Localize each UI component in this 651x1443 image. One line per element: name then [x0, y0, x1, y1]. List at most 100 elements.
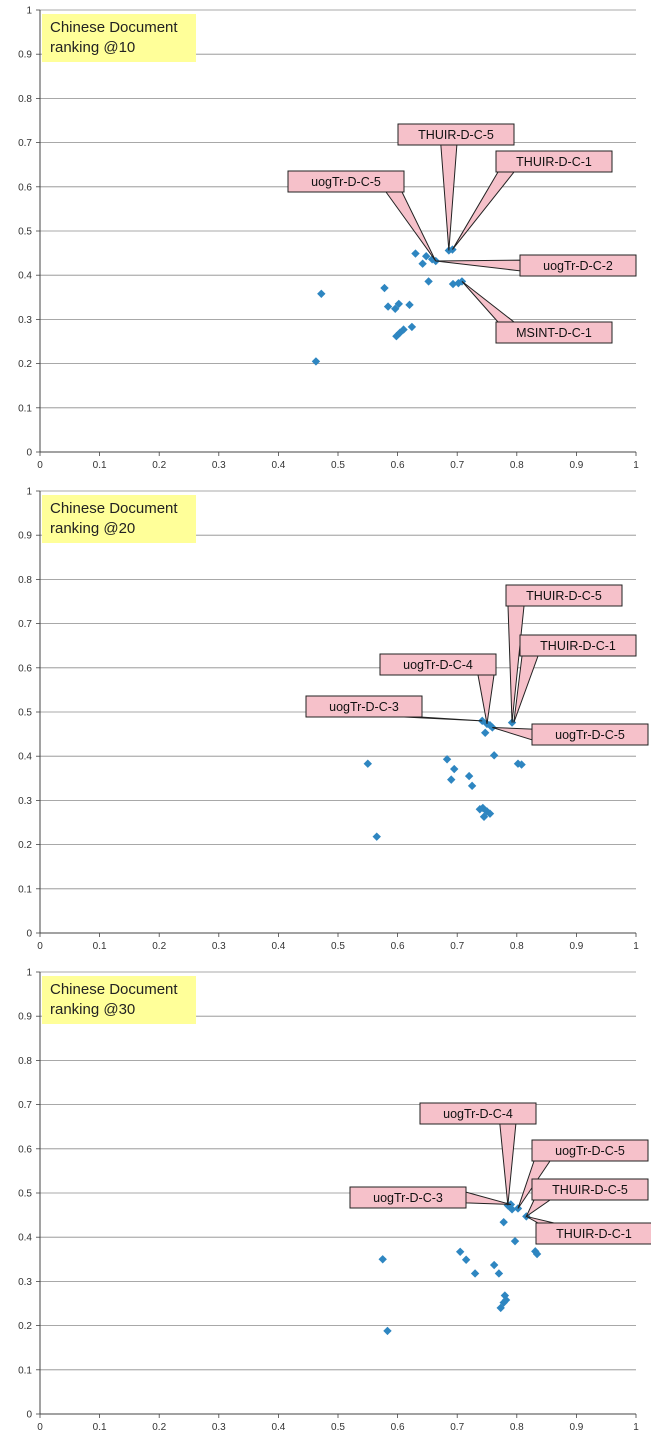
data-point: [481, 728, 490, 737]
callout-pointer: [452, 171, 516, 250]
x-tick-label: 0.4: [271, 1422, 285, 1433]
x-tick-label: 0.7: [450, 941, 464, 952]
y-tick-label: 0.6: [18, 663, 32, 674]
y-tick-label: 0.7: [18, 619, 32, 630]
data-point: [489, 1260, 499, 1270]
y-tick-label: 0.4: [18, 752, 32, 763]
y-tick-label: 0.2: [18, 359, 32, 370]
x-tick-label: 0.7: [450, 460, 464, 471]
y-tick-label: 0.1: [18, 403, 32, 414]
callout-pointer: [526, 1215, 555, 1224]
data-point: [464, 771, 474, 781]
callout-pointer: [403, 716, 483, 722]
callout-label: uogTr-D-C-5: [555, 1144, 625, 1158]
x-tick-label: 1: [633, 1422, 639, 1433]
callout-label: THUIR-D-C-1: [516, 155, 592, 169]
data-point: [467, 781, 477, 791]
callout-pointer: [385, 191, 437, 262]
x-tick-label: 0.1: [93, 941, 107, 952]
x-tick-label: 0.2: [152, 460, 166, 471]
callout-box: [495, 321, 613, 344]
callout-box: [505, 584, 623, 607]
callout-box: [519, 254, 637, 277]
chart-title: Chinese Document ranking @30: [42, 976, 196, 1024]
data-point: [448, 279, 458, 289]
data-point: [363, 759, 372, 768]
data-point: [517, 760, 526, 769]
data-point: [411, 249, 420, 258]
x-tick-label: 0.8: [510, 941, 524, 952]
y-tick-label: 0.2: [18, 840, 32, 851]
data-point: [383, 1326, 392, 1336]
callout-label: uogTr-D-C-5: [311, 175, 381, 189]
y-tick-label: 0: [26, 1410, 32, 1421]
callout-label: uogTr-D-C-4: [443, 1107, 513, 1121]
callout-label: uogTr-D-C-2: [543, 259, 613, 273]
scatter-plot: 0 0.1 0.2 0.3 0.4 0.5 0.6 0.7 0.8 0.9 1 0 0.1 0.2 0.3 0…: [18, 487, 649, 952]
callout-label: uogTr-D-C-3: [329, 700, 399, 714]
data-point: [461, 1255, 471, 1264]
data-point: [507, 1205, 517, 1214]
callout-pointer: [477, 674, 495, 725]
callout-box: [531, 1178, 649, 1201]
x-tick-label: 0.9: [569, 941, 583, 952]
y-tick-label: 0.5: [18, 227, 32, 238]
callout-label: uogTr-D-C-5: [555, 728, 625, 742]
callout-label: THUIR-D-C-5: [418, 128, 494, 142]
y-tick-label: 0.8: [18, 575, 32, 586]
y-tick-label: 0: [26, 448, 32, 459]
x-tick-label: 0.6: [391, 1422, 405, 1433]
callout-label: THUIR-D-C-5: [552, 1183, 628, 1197]
y-tick-label: 0.3: [18, 1277, 32, 1288]
callout-box: [495, 150, 613, 173]
y-tick-label: 0.9: [18, 531, 32, 542]
y-tick-label: 0.1: [18, 1365, 32, 1376]
data-point: [479, 812, 489, 821]
x-tick-label: 0.2: [152, 1422, 166, 1433]
data-point: [499, 1217, 508, 1227]
data-point: [317, 289, 326, 298]
x-tick-label: 0.4: [271, 460, 285, 471]
y-tick-label: 0.8: [18, 94, 32, 105]
chart-title: Chinese Document ranking @10: [42, 14, 196, 62]
x-tick-label: 0.3: [212, 941, 226, 952]
data-point: [455, 1247, 465, 1256]
data-point: [383, 302, 393, 311]
callout-box: [305, 695, 423, 718]
scatter-panel-ranking-30: 0 0.1 0.2 0.3 0.4 0.5 0.6 0.7 0.8 0.9 1 0 0.1 0.2 0.3 0…: [0, 962, 651, 1443]
data-point: [372, 832, 381, 841]
data-point: [447, 775, 456, 784]
data-point: [394, 299, 403, 309]
x-tick-label: 0.3: [212, 460, 226, 471]
data-point: [489, 751, 499, 760]
y-tick-label: 0.8: [18, 1056, 32, 1067]
callout-label: THUIR-D-C-1: [540, 639, 616, 653]
x-tick-label: 0.4: [271, 941, 285, 952]
scatter-panel-ranking-10: 0 0.1 0.2 0.3 0.4 0.5 0.6 0.7 0.8 0.9 1 0 0.1 0.2 0.3 0…: [0, 0, 651, 481]
x-tick-label: 0.5: [331, 1422, 345, 1433]
callout-pointer: [465, 1191, 511, 1205]
x-tick-label: 1: [633, 941, 639, 952]
y-tick-label: 0.3: [18, 315, 32, 326]
data-point: [513, 759, 523, 768]
y-tick-label: 0.6: [18, 1144, 32, 1155]
y-tick-label: 0.9: [18, 50, 32, 61]
x-tick-label: 0.8: [510, 1422, 524, 1433]
data-point: [380, 283, 389, 293]
x-tick-label: 0.6: [391, 941, 405, 952]
x-tick-label: 0: [37, 1422, 43, 1433]
callout-box: [287, 170, 405, 193]
scatter-plot: 0 0.1 0.2 0.3 0.4 0.5 0.6 0.7 0.8 0.9 1 0 0.1 0.2 0.3 0…: [18, 968, 651, 1433]
y-tick-label: 0.4: [18, 271, 32, 282]
callout-box: [531, 723, 649, 746]
y-tick-label: 0.7: [18, 138, 32, 149]
callout-pointer: [492, 726, 533, 741]
data-point: [399, 325, 408, 334]
chart-title: Chinese Document ranking @20: [42, 495, 196, 543]
x-tick-label: 0.8: [510, 460, 524, 471]
x-tick-label: 0: [37, 460, 43, 471]
y-tick-label: 1: [26, 968, 32, 979]
callout-box: [349, 1186, 467, 1209]
x-tick-label: 0.9: [569, 1422, 583, 1433]
data-point: [501, 1295, 511, 1305]
